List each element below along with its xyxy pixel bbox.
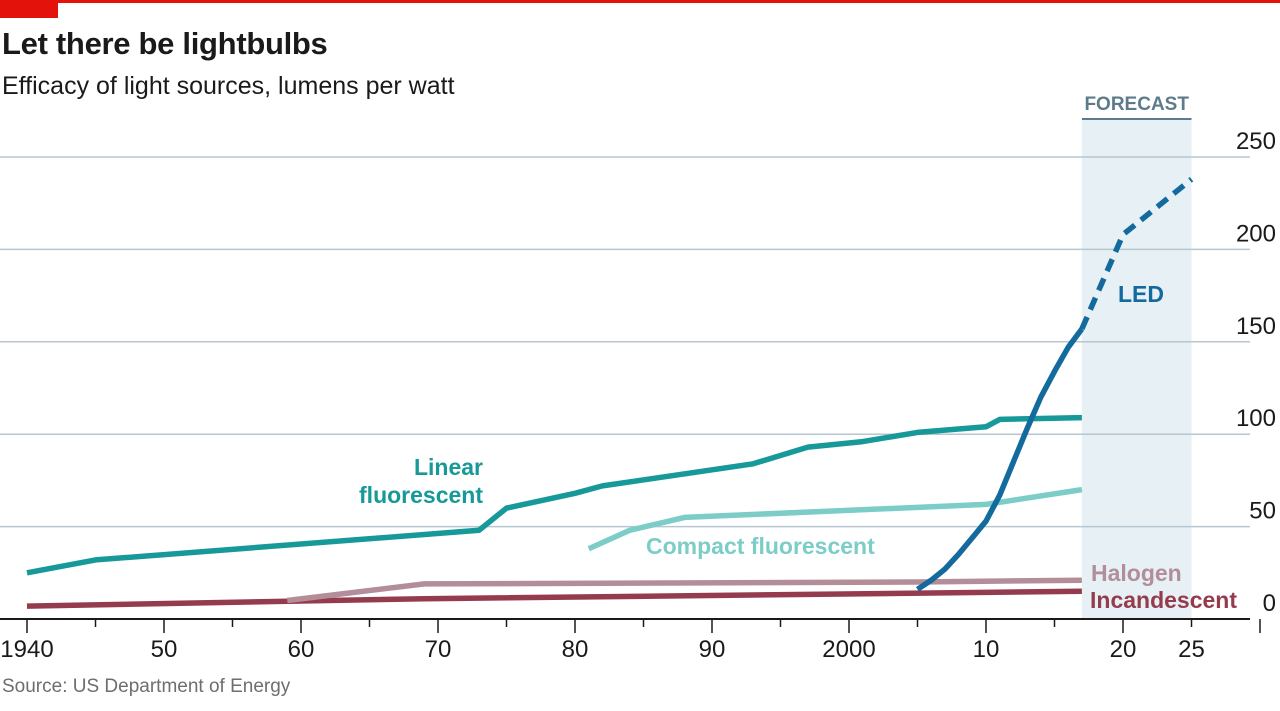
series-label-linear-fluorescent-2: fluorescent [359,482,483,508]
x-tick-label-1960: 60 [288,636,315,663]
y-tick-label-100: 100 [1236,405,1276,432]
forecast-label: FORECAST [1084,94,1189,115]
y-tick-label-0: 0 [1263,590,1276,617]
series-label-linear-fluorescent-1: Linear [414,454,483,480]
x-tick-label-1980: 80 [562,636,589,663]
series-label-led: LED [1118,281,1164,307]
y-tick-label-50: 50 [1249,498,1276,525]
source-note: Source: US Department of Energy [2,676,291,697]
x-tick-label-1990: 90 [699,636,726,663]
x-tick-label-2020: 20 [1110,636,1137,663]
series-line-halogen [286,577,1082,604]
x-tick-label-1970: 70 [425,636,452,663]
top-accent-tag [0,0,58,18]
chart-title: Let there be lightbulbs [2,26,328,61]
series-label-incandescent: Incandescent [1090,587,1237,613]
x-tick-label-1950: 50 [151,636,178,663]
forecast-band [1081,118,1192,619]
series-label-halogen: Halogen [1091,560,1182,586]
y-tick-label-250: 250 [1236,128,1276,155]
y-tick-label-150: 150 [1236,313,1276,340]
series-line-led [915,327,1085,592]
x-tick-label-2010: 10 [973,636,1000,663]
chart-subtitle: Efficacy of light sources, lumens per wa… [2,72,455,100]
x-tick-label-2000: 2000 [822,636,875,663]
x-tick-label-2025: 25 [1178,636,1205,663]
series-line-linear-fluorescent [26,414,1082,576]
series-line-incandescent [26,588,1082,609]
x-tick-label-1940: 1940 [0,636,53,663]
y-tick-label-200: 200 [1236,220,1276,247]
series-label-compact-fluorescent: Compact fluorescent [646,533,875,559]
series-line-compact-fluorescent [587,486,1083,552]
top-accent-line [0,0,1280,3]
